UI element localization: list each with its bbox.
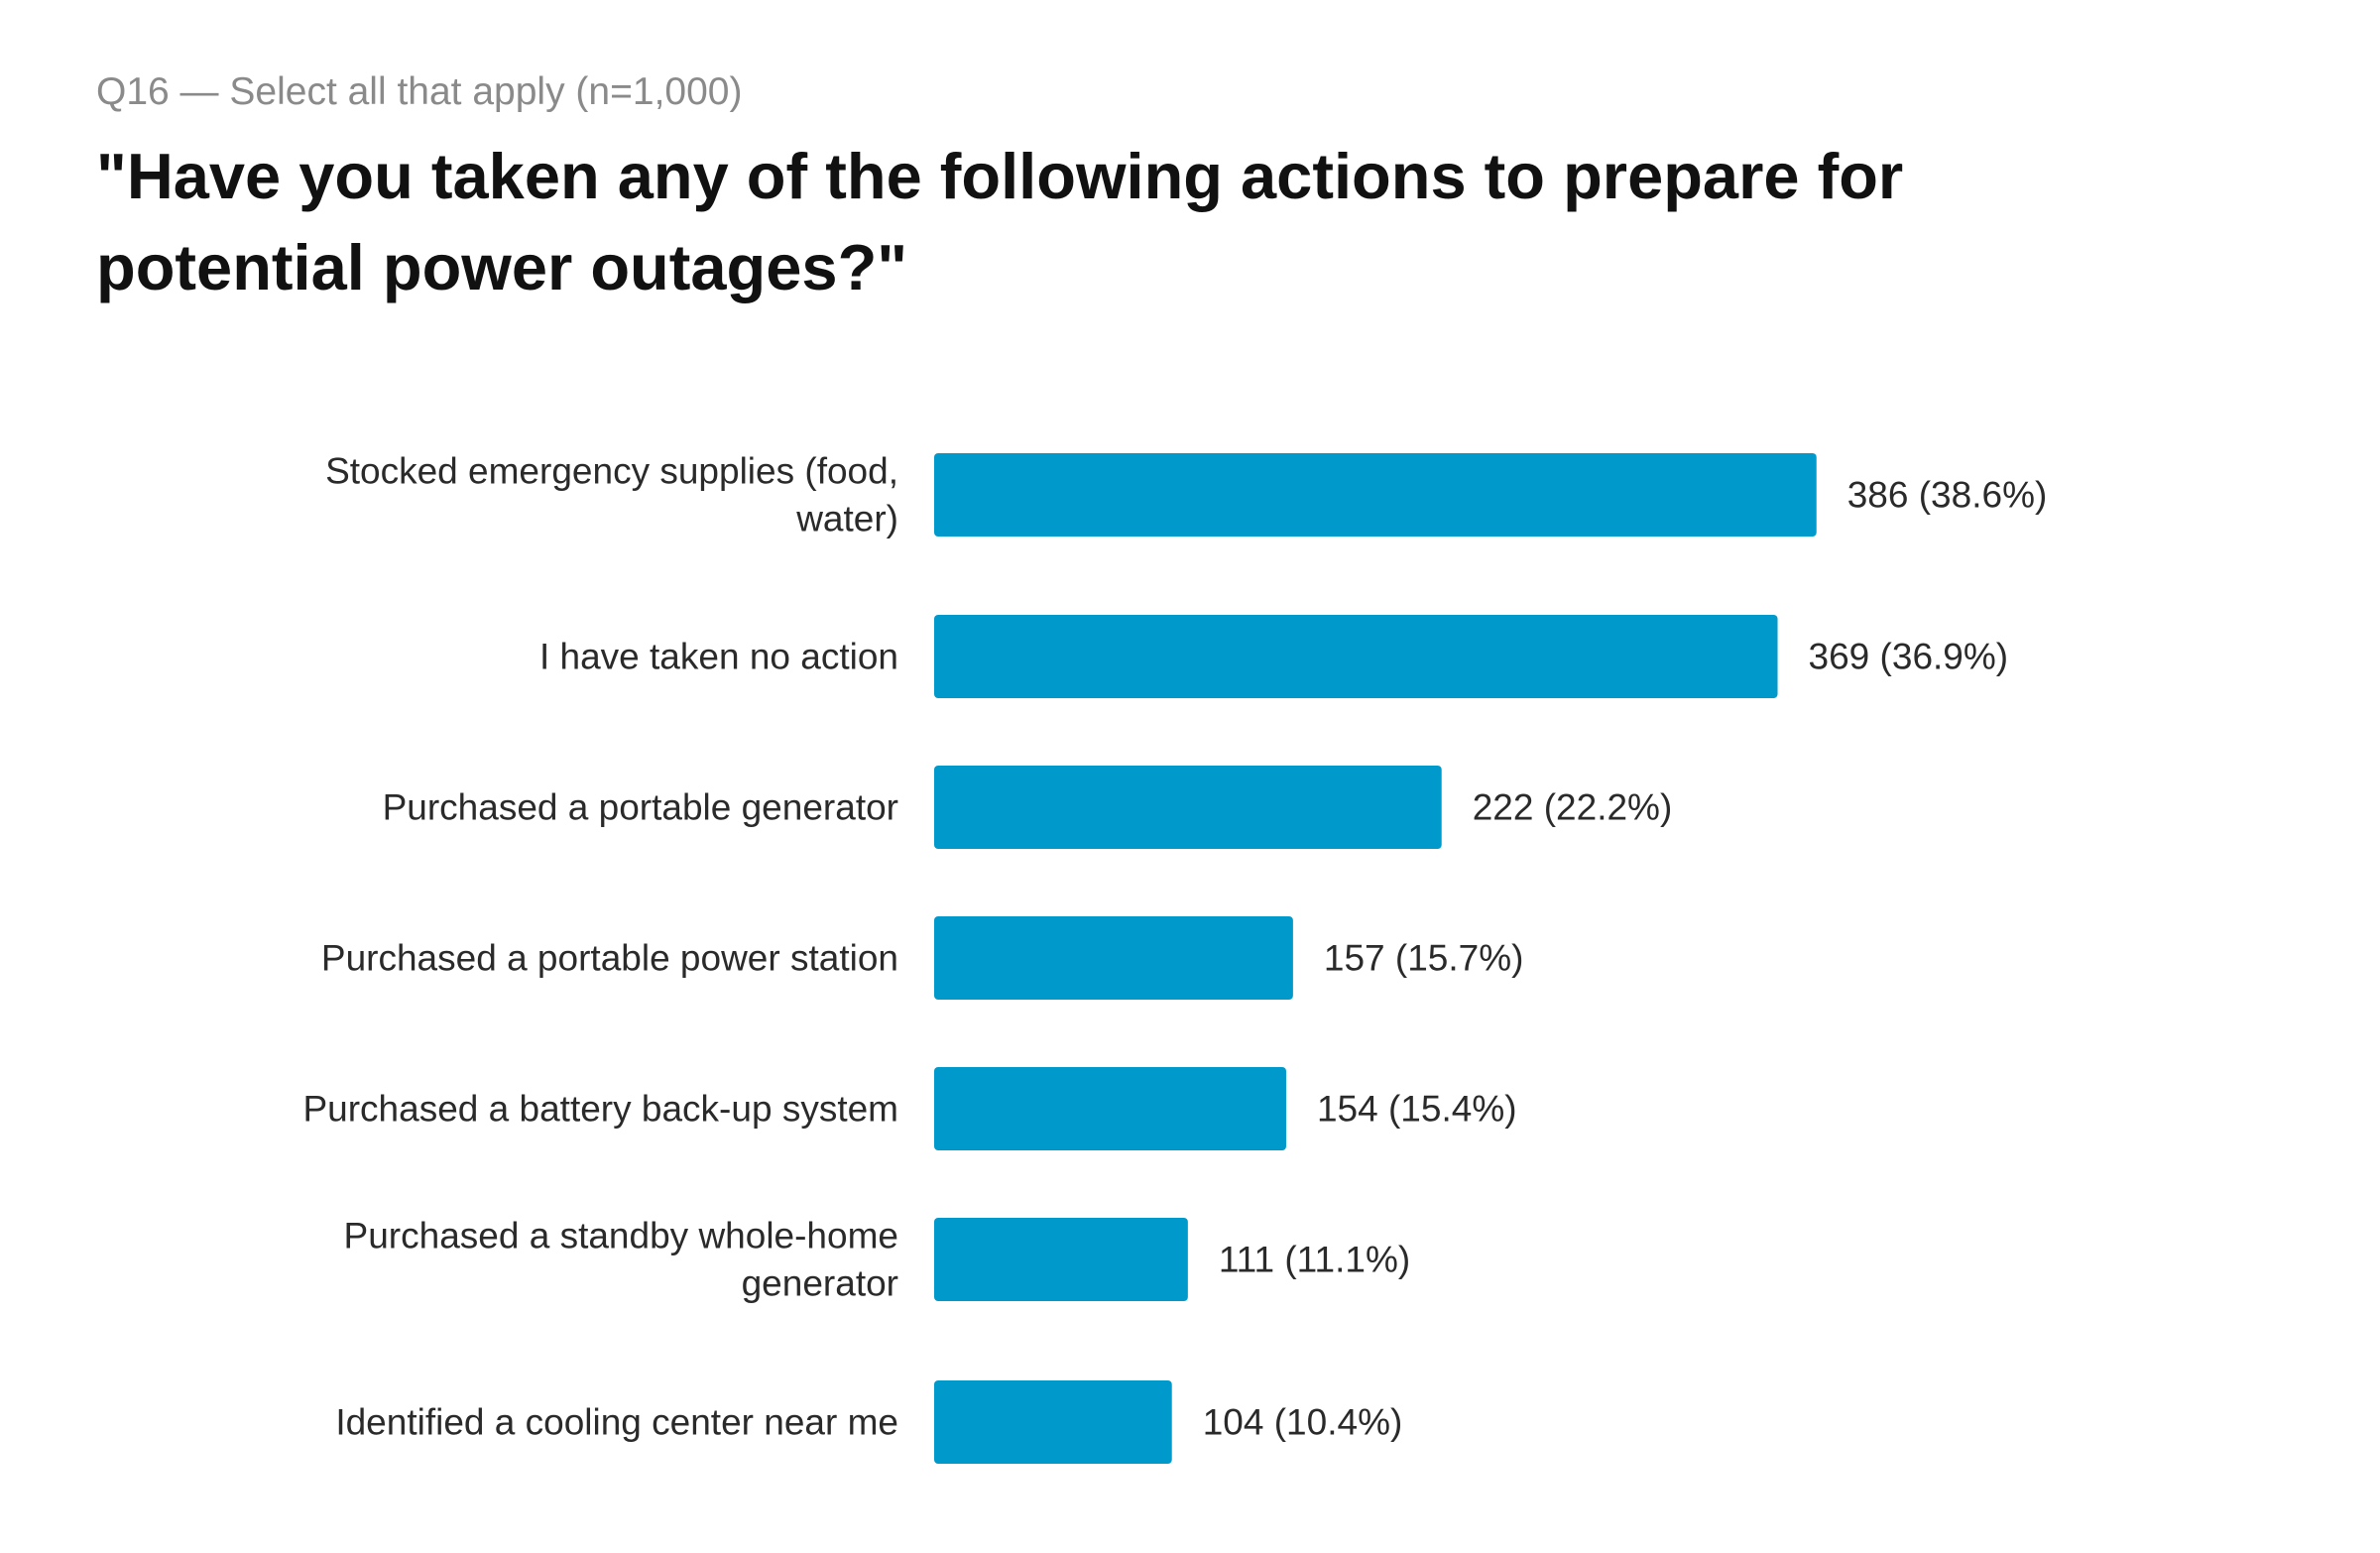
- value-label-3: 222 (22.2%): [1473, 787, 1673, 828]
- value-label-6: 111 (11.1%): [1219, 1240, 1410, 1280]
- bar-3: [934, 766, 1442, 849]
- chart-title: "Have you taken any of the following act…: [96, 140, 1904, 303]
- value-label-4: 157 (15.7%): [1324, 938, 1524, 979]
- category-label-6: Purchased a standby whole-home generator: [344, 1216, 898, 1304]
- bar-6: [934, 1218, 1188, 1301]
- category-label-5: Purchased a battery back-up system: [302, 1089, 898, 1130]
- bar-4: [934, 916, 1293, 1000]
- value-label-5: 154 (15.4%): [1317, 1089, 1517, 1130]
- value-label-2: 369 (36.9%): [1809, 637, 2009, 677]
- bar-2: [934, 615, 1778, 698]
- category-label-7: Identified a cooling center near me: [335, 1402, 898, 1443]
- bar-5: [934, 1067, 1286, 1150]
- chart-subtitle: Q16 — Select all that apply (n=1,000): [96, 70, 743, 113]
- category-label-4: Purchased a portable power station: [321, 938, 898, 979]
- bar-7: [934, 1380, 1172, 1464]
- category-label-2: I have taken no action: [539, 637, 898, 677]
- bar-1: [934, 453, 1817, 537]
- value-label-1: 386 (38.6%): [1847, 475, 2048, 516]
- value-label-7: 104 (10.4%): [1203, 1402, 1403, 1443]
- category-label-3: Purchased a portable generator: [383, 787, 898, 828]
- category-label-1: Stocked emergency supplies (food, water): [325, 451, 898, 539]
